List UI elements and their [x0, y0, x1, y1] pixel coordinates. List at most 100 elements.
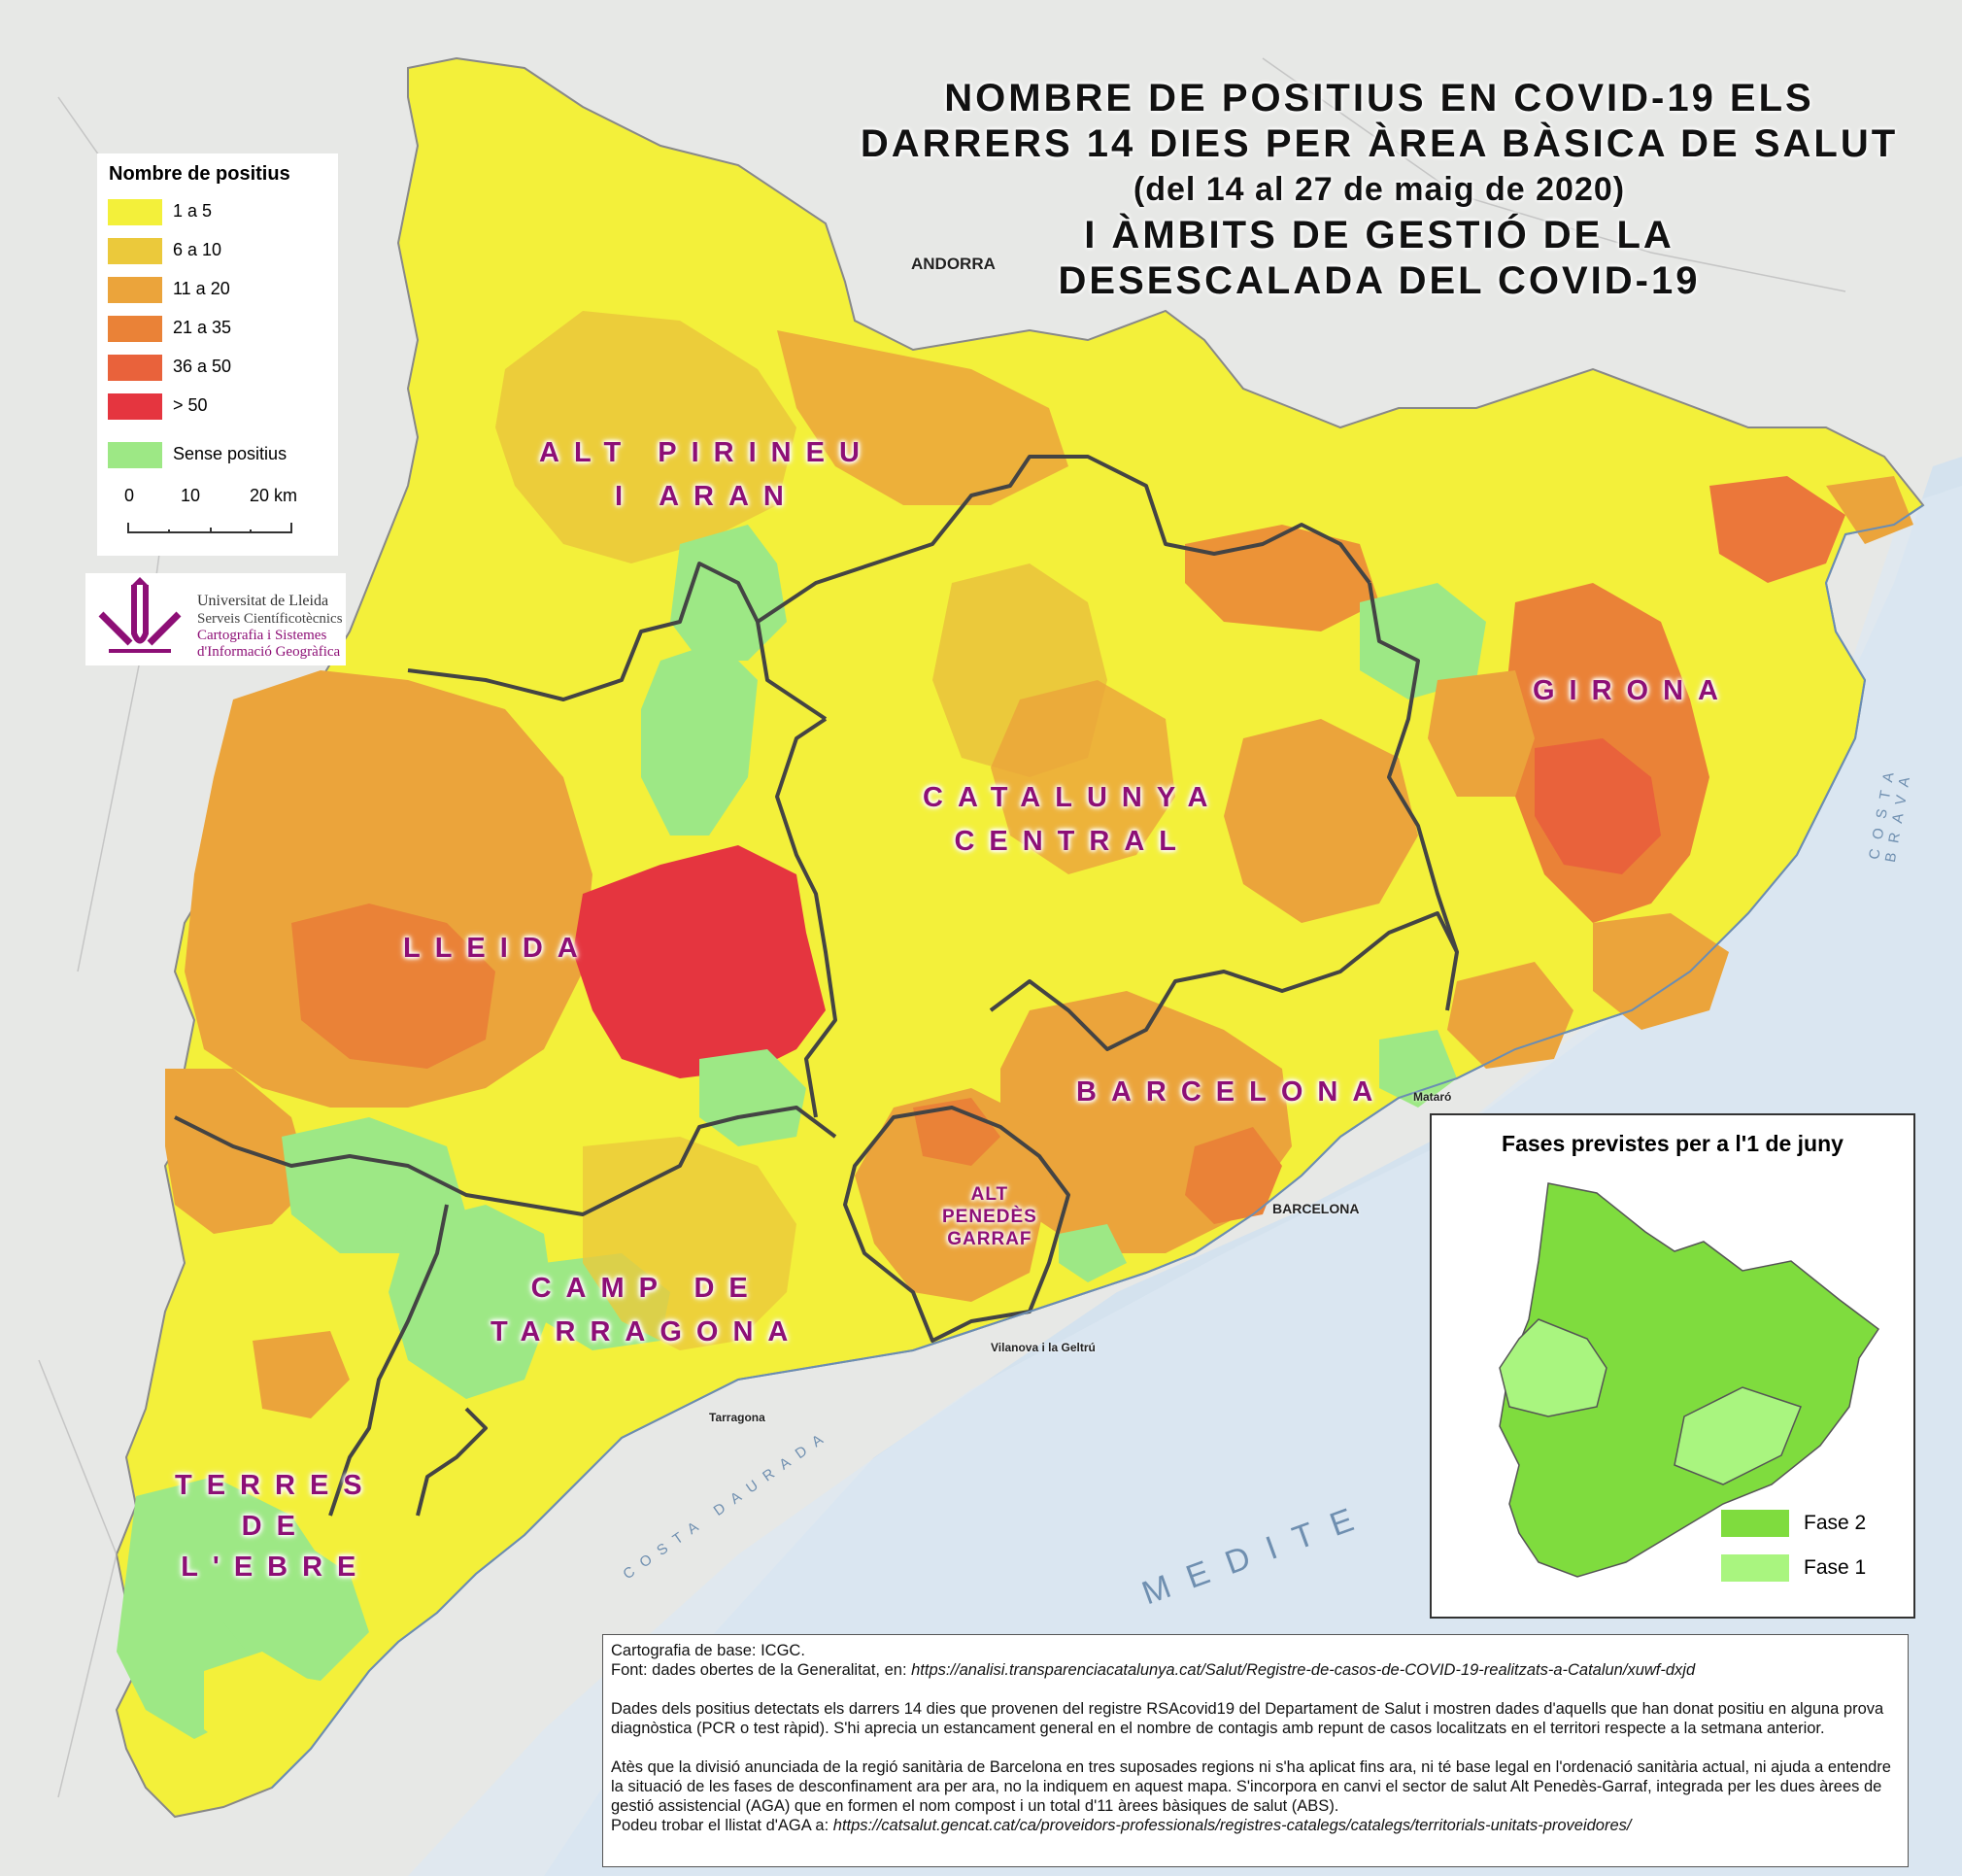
udl-emblem-icon — [98, 577, 182, 653]
legend-item: 21 a 35 — [97, 310, 338, 349]
legend-label: 1 a 5 — [173, 201, 213, 221]
legend-item: 11 a 20 — [97, 271, 338, 310]
boundary-lleida-camp — [174, 1106, 837, 1216]
zone-south-west — [165, 1069, 311, 1234]
zone-ebre-green2 — [223, 1535, 369, 1681]
boundary-central-girona — [1368, 582, 1459, 1011]
notes-box: Cartografia de base: ICGC. Font: dades o… — [602, 1634, 1909, 1867]
legend-item: 6 a 10 — [97, 232, 338, 271]
map-title: NOMBRE DE POSITIUS EN COVID-19 ELS DARRE… — [835, 76, 1923, 304]
boundary-pirineu-lleida — [407, 562, 828, 721]
zone-emporda — [1709, 476, 1845, 583]
zone-green-garrigues — [282, 1117, 466, 1253]
legend-items: 1 a 5 6 a 10 11 a 20 21 a 35 36 a 50 > 50 Sens… — [97, 193, 338, 475]
zone-selva — [1593, 913, 1729, 1030]
region-label-penedes-line2: PENEDÈS — [942, 1207, 1037, 1227]
boundary-camp-ebre — [328, 1204, 449, 1517]
place-label-mataro: Mataró — [1413, 1090, 1452, 1104]
legend-item: 1 a 5 — [97, 193, 338, 232]
place-label-vilanova: Vilanova i la Geltrú — [991, 1341, 1096, 1354]
zone-ebre-yellow — [204, 1652, 311, 1758]
inset-map — [1499, 1182, 1880, 1578]
logo-line-3: Cartografia i Sistemes — [197, 628, 327, 643]
zone-alt-pirineu — [495, 311, 796, 563]
legend-swatch — [108, 355, 162, 381]
boundary-pirineu-central — [756, 455, 1371, 624]
legend-swatch — [108, 316, 162, 342]
region-label-catalunya-central-line1: CATALUNYA — [923, 782, 1223, 813]
region-label-girona: GIRONA — [1533, 675, 1733, 706]
phases-inset: Fases previstes per a l'1 de juny Fase 2… — [1430, 1113, 1915, 1619]
zone-lleida-core — [291, 904, 495, 1069]
logo-line-2: Serveis Científicotècnics — [197, 611, 343, 627]
legend-label: 36 a 50 — [173, 357, 232, 376]
zone-green-penedes — [1059, 1224, 1127, 1282]
title-line-4: I ÀMBITS DE GESTIÓ DE LA — [1084, 214, 1674, 256]
legend-swatch — [108, 238, 162, 264]
region-label-lleida: LLEIDA — [403, 933, 592, 964]
legend-swatch — [108, 393, 162, 420]
coastline — [271, 504, 1924, 1789]
inset-legend-swatch-phase-1 — [1721, 1554, 1789, 1582]
legend-label: 11 a 20 — [173, 279, 230, 298]
notes-paragraph-3: Atès que la divisió anunciada de la regi… — [611, 1758, 1891, 1815]
scale-tick-20: 20 km — [250, 486, 297, 505]
region-label-camp-line2: TARRAGONA — [490, 1316, 803, 1347]
title-line-1: NOMBRE DE POSITIUS EN COVID-19 ELS — [944, 77, 1814, 119]
region-label-camp-line1: CAMP DE — [530, 1273, 762, 1304]
region-label-penedes-garraf: ALT PENEDÈS GARRAF — [942, 1183, 1037, 1250]
inset-legend-label-phase-1: Fase 1 — [1804, 1556, 1867, 1579]
inset-phase-2-area — [1499, 1182, 1880, 1578]
region-label-alt-pirineu: ALT PIRINEU I ARAN — [539, 437, 874, 513]
notes-aga-list: Podeu trobar el llistat d'AGA a: https:/… — [611, 1816, 1900, 1835]
notes-aga-label: Podeu trobar el llistat d'AGA a: — [611, 1817, 833, 1834]
zone-osona — [1224, 719, 1418, 923]
ambit-boundaries — [174, 455, 1459, 1517]
logo-line-4: d'Informació Geogràfica — [197, 644, 341, 660]
region-label-camp-tarragona: CAMP DE TARRAGONA — [490, 1273, 802, 1348]
zone-camp-tarragona — [583, 1137, 796, 1350]
legend-item: > 50 — [97, 388, 338, 426]
title-line-5: DESESCALADA DEL COVID-19 — [1058, 259, 1701, 302]
logo-line-1: Universitat de Lleida — [197, 593, 329, 609]
zone-penedes-red — [913, 1098, 1000, 1166]
notes-basemap: Cartografia de base: ICGC. — [611, 1642, 805, 1659]
zone-green-ripolles — [1360, 583, 1486, 699]
scale-bar: 0 10 20 km — [124, 486, 297, 533]
zone-pallars — [777, 330, 1068, 505]
zone-emporda-2 — [1826, 476, 1913, 544]
legend-label: > 50 — [173, 395, 208, 415]
region-label-ebre-line3: L'EBRE — [181, 1552, 371, 1583]
scale-tick-10: 10 — [181, 486, 200, 505]
region-label-terres-ebre: TERRES DE L'EBRE — [175, 1465, 377, 1587]
boundary-central-barcelona — [989, 911, 1459, 1051]
zone-lleida-red — [573, 845, 826, 1078]
region-label-penedes-line3: GARRAF — [947, 1229, 1032, 1249]
zone-penedes — [855, 1088, 1049, 1302]
region-label-penedes-line1: ALT — [970, 1184, 1009, 1205]
legend-swatch — [108, 199, 162, 225]
notes-aga-url[interactable]: https://catsalut.gencat.cat/ca/proveidor… — [832, 1817, 1632, 1834]
region-label-catalunya-central-line2: CENTRAL — [954, 826, 1191, 857]
legend: Nombre de positius 1 a 5 6 a 10 11 a 20 21 … — [97, 153, 338, 556]
notes-source: Font: dades obertes de la Generalitat, e… — [611, 1660, 1900, 1680]
inset-legend-label-phase-2: Fase 2 — [1804, 1512, 1867, 1534]
zone-green-camp — [389, 1205, 554, 1399]
university-logo: Universitat de Lleida Serveis Científico… — [85, 573, 346, 665]
scale-tick-0: 0 — [124, 486, 134, 505]
legend-item: 36 a 50 — [97, 349, 338, 388]
zone-girona-red — [1535, 738, 1661, 874]
notes-source-label: Font: dades obertes de la Generalitat, e… — [611, 1661, 912, 1679]
notes-source-url[interactable]: https://analisi.transparenciacatalunya.c… — [911, 1661, 1696, 1679]
legend-label: 21 a 35 — [173, 318, 232, 337]
place-label-tarragona: Tarragona — [709, 1411, 765, 1424]
legend-swatch — [108, 277, 162, 303]
legend-label: 6 a 10 — [173, 240, 222, 259]
inset-legend-swatch-phase-2 — [1721, 1510, 1789, 1537]
region-label-catalunya-central: CATALUNYA CENTRAL — [923, 782, 1222, 858]
inset-phase-1-area-barcelona — [1674, 1386, 1802, 1485]
title-line-3: (del 14 al 27 de maig de 2020) — [1133, 171, 1626, 208]
title-line-2: DARRERS 14 DIES PER ÀREA BÀSICA DE SALUT — [860, 122, 1899, 165]
notes-paragraph-2: Dades dels positius detectats els darrer… — [611, 1700, 1884, 1737]
